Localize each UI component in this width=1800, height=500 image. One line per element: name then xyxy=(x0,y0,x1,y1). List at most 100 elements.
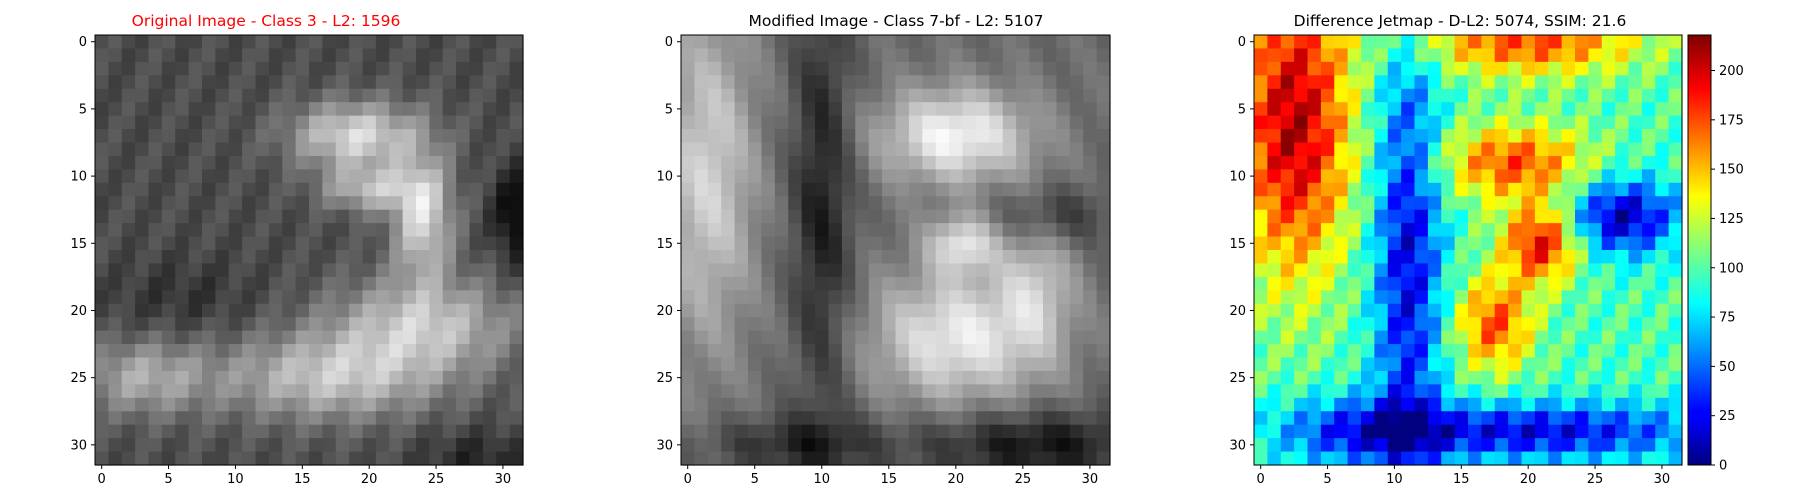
pixel-cell xyxy=(1401,370,1416,385)
pixel-cell xyxy=(1521,75,1536,90)
pixel-cell xyxy=(161,102,176,117)
pixel-cell xyxy=(1521,276,1536,291)
pixel-cell xyxy=(228,169,243,184)
pixel-cell xyxy=(161,236,176,251)
pixel-cell xyxy=(1083,48,1098,63)
pixel-cell xyxy=(349,397,364,412)
pixel-cell xyxy=(1056,142,1071,157)
pixel-cell xyxy=(1387,344,1402,359)
pixel-cell xyxy=(496,250,511,265)
pixel-cell xyxy=(1628,330,1643,345)
pixel-cell xyxy=(788,196,803,211)
pixel-cell xyxy=(788,223,803,238)
pixel-cell xyxy=(469,209,484,224)
pixel-cell xyxy=(375,115,390,130)
pixel-cell xyxy=(95,223,109,238)
pixel-cell xyxy=(1320,290,1335,305)
pixel-cell xyxy=(1481,276,1496,291)
pixel-cell xyxy=(108,223,123,238)
pixel-cell xyxy=(761,438,776,453)
pixel-cell xyxy=(121,250,136,265)
pixel-cell xyxy=(215,169,230,184)
pixel-cell xyxy=(908,357,923,372)
pixel-cell xyxy=(1280,250,1295,265)
pixel-cell xyxy=(828,384,843,399)
pixel-cell xyxy=(309,250,323,265)
pixel-cell xyxy=(681,451,696,466)
pixel-cell xyxy=(1083,196,1098,211)
pixel-cell xyxy=(1029,48,1044,63)
pixel-cell xyxy=(748,196,763,211)
pixel-cell xyxy=(509,290,524,305)
pixel-cell xyxy=(429,236,444,251)
pixel-cell xyxy=(1307,344,1322,359)
pixel-cell xyxy=(868,169,883,184)
pixel-cell xyxy=(721,48,736,63)
pixel-cell xyxy=(482,209,497,224)
pixel-cell xyxy=(322,317,337,332)
pixel-cell xyxy=(1280,424,1295,439)
pixel-cell xyxy=(255,35,270,50)
pixel-cell xyxy=(215,129,230,144)
pixel-cell xyxy=(322,169,337,184)
pixel-cell xyxy=(509,155,524,170)
pixel-cell xyxy=(1280,169,1295,184)
pixel-cell xyxy=(855,303,870,318)
pixel-cell xyxy=(442,142,457,157)
pixel-cell xyxy=(1294,169,1309,184)
pixel-cell xyxy=(335,209,350,224)
pixel-cell xyxy=(335,290,350,305)
pixel-cell xyxy=(1441,330,1456,345)
pixel-cell xyxy=(1267,411,1282,426)
pixel-cell xyxy=(215,48,230,63)
pixel-cell xyxy=(268,384,283,399)
pixel-cell xyxy=(295,397,310,412)
pixel-cell xyxy=(1280,344,1295,359)
pixel-cell xyxy=(1454,344,1469,359)
pixel-cell xyxy=(1320,35,1335,50)
pixel-cell xyxy=(148,236,163,251)
pixel-cell xyxy=(202,276,216,291)
pixel-cell xyxy=(1042,102,1057,117)
pixel-cell xyxy=(1468,263,1482,278)
pixel-cell xyxy=(1668,115,1683,130)
pixel-cell xyxy=(1628,75,1643,90)
pixel-cell xyxy=(1002,411,1017,426)
pixel-cell xyxy=(228,182,243,197)
pixel-cell xyxy=(895,182,910,197)
pixel-cell xyxy=(1069,397,1084,412)
pixel-cell xyxy=(135,317,150,332)
pixel-cell xyxy=(1294,223,1309,238)
pixel-cell xyxy=(402,438,417,453)
pixel-cell xyxy=(429,155,444,170)
pixel-cell xyxy=(1280,384,1295,399)
pixel-cell xyxy=(868,303,883,318)
pixel-cell xyxy=(1374,75,1389,90)
pixel-cell xyxy=(1096,182,1111,197)
pixel-cell xyxy=(1534,357,1549,372)
pixel-cell xyxy=(1401,424,1416,439)
pixel-cell xyxy=(148,424,163,439)
pixel-cell xyxy=(375,75,390,90)
pixel-cell xyxy=(375,155,390,170)
pixel-cell xyxy=(1401,48,1416,63)
pixel-cell xyxy=(801,250,816,265)
pixel-cell xyxy=(989,451,1004,466)
pixel-cell xyxy=(801,357,816,372)
pixel-cell xyxy=(1254,209,1268,224)
pixel-cell xyxy=(496,411,511,426)
pixel-cell xyxy=(801,223,816,238)
pixel-cell xyxy=(908,196,923,211)
pixel-cell xyxy=(1334,384,1349,399)
pixel-cell xyxy=(989,236,1004,251)
pixel-cell xyxy=(1454,357,1469,372)
pixel-cell xyxy=(841,263,856,278)
pixel-cell xyxy=(482,102,497,117)
pixel-cell xyxy=(975,370,990,385)
pixel-cell xyxy=(268,88,283,103)
pixel-cell xyxy=(1561,223,1576,238)
pixel-cell xyxy=(1454,250,1469,265)
pixel-cell xyxy=(1307,303,1322,318)
pixel-cell xyxy=(1361,397,1375,412)
pixel-cell xyxy=(456,317,471,332)
